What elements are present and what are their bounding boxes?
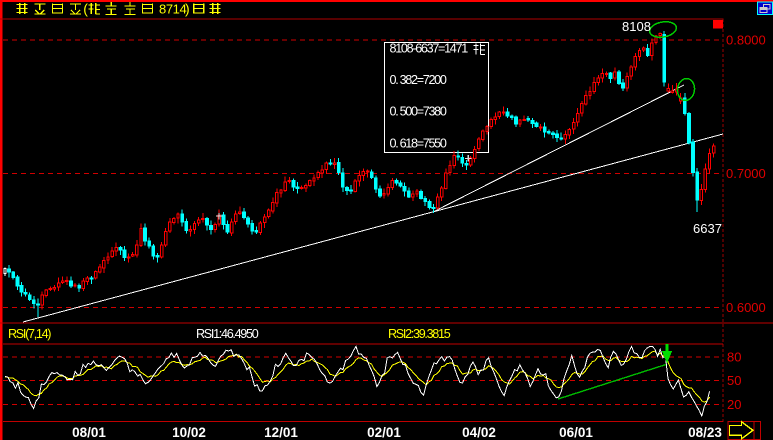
svg-text:0. 382=7200: 0. 382=7200 [390,73,447,87]
svg-text:RSI1:46.4950: RSI1:46.4950 [196,327,259,341]
svg-text:06/01: 06/01 [559,425,593,440]
svg-text:20: 20 [727,397,741,412]
svg-text:12/01: 12/01 [264,425,298,440]
svg-text:08/23: 08/23 [688,425,722,440]
svg-text:02/01: 02/01 [367,425,401,440]
svg-text:0. 500=7380: 0. 500=7380 [390,105,447,119]
svg-text:0.7000: 0.7000 [726,166,766,181]
svg-text:RSI(7,14): RSI(7,14) [8,327,51,341]
svg-text:6637: 6637 [693,221,722,236]
svg-text:8108-6637=1471: 8108-6637=1471 [390,42,469,56]
svg-text:): ) [185,1,190,17]
svg-text:08/01: 08/01 [72,425,106,440]
svg-text:(: ( [83,1,88,17]
svg-text:8714: 8714 [159,2,186,17]
svg-text:50: 50 [727,373,741,388]
svg-text:0. 618=7550: 0. 618=7550 [390,137,447,151]
svg-text:RSI2:39.3815: RSI2:39.3815 [388,327,451,341]
svg-text:0.6000: 0.6000 [726,300,766,315]
svg-text:8108: 8108 [622,19,651,34]
svg-text:10/02: 10/02 [172,425,206,440]
svg-text:04/02: 04/02 [462,425,496,440]
svg-text:0.8000: 0.8000 [726,33,766,48]
svg-text:80: 80 [727,350,741,365]
